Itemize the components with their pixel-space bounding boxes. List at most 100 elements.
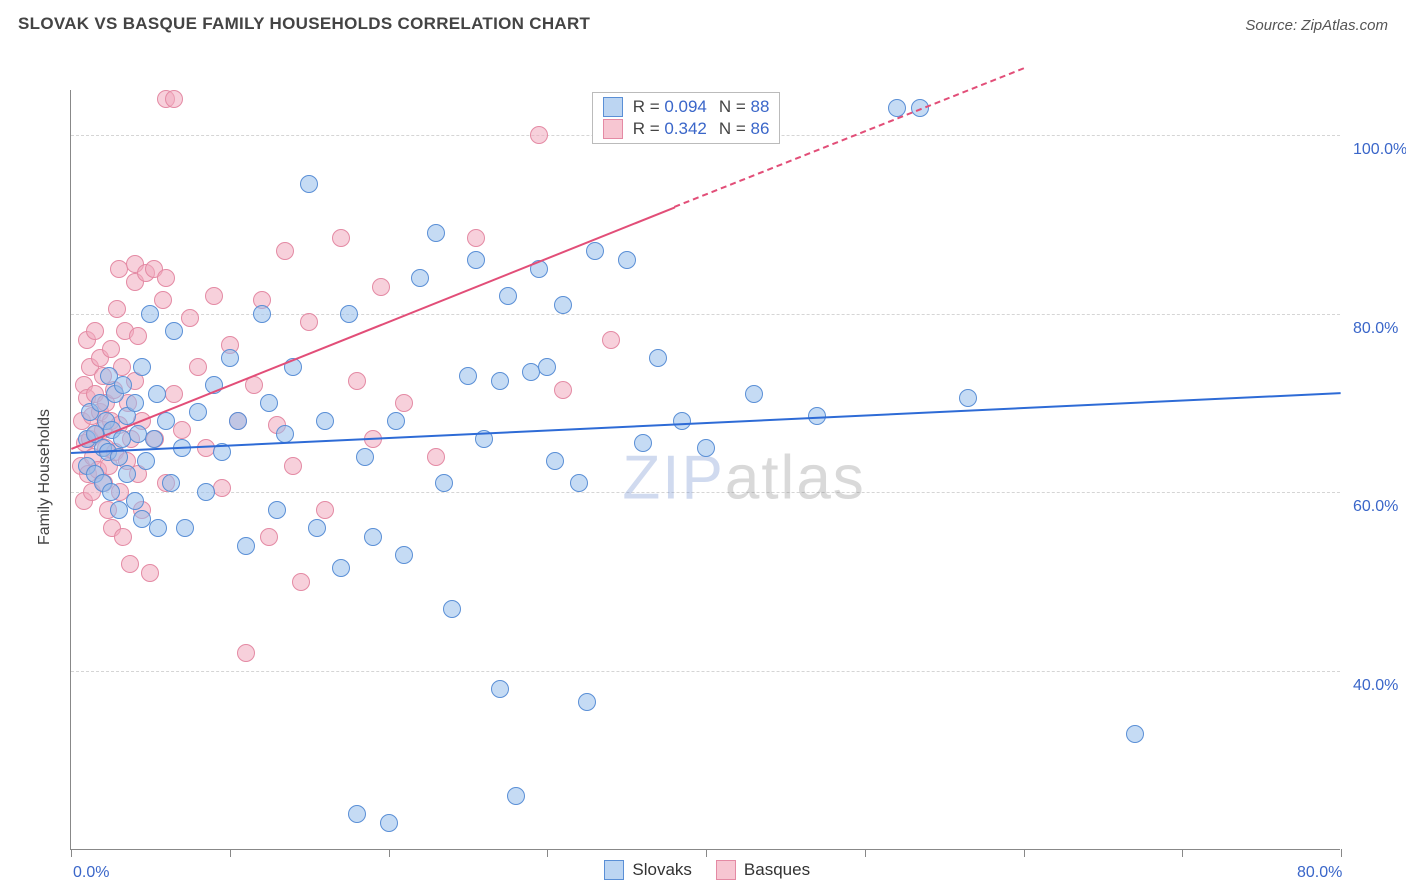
data-point (292, 573, 310, 591)
data-point (205, 287, 223, 305)
y-tick-label: 100.0% (1353, 141, 1406, 159)
data-point (499, 287, 517, 305)
data-point (213, 479, 231, 497)
data-point (435, 474, 453, 492)
data-point (316, 501, 334, 519)
data-point (507, 787, 525, 805)
data-point (229, 412, 247, 430)
data-point (260, 394, 278, 412)
page-title: SLOVAK VS BASQUE FAMILY HOUSEHOLDS CORRE… (18, 14, 590, 34)
data-point (102, 483, 120, 501)
data-point (137, 452, 155, 470)
data-point (189, 358, 207, 376)
data-point (745, 385, 763, 403)
data-point (129, 327, 147, 345)
data-point (276, 425, 294, 443)
trend-line (71, 206, 675, 449)
data-point (284, 457, 302, 475)
x-tick-mark (865, 849, 866, 857)
data-point (372, 278, 390, 296)
source-prefix: Source: (1245, 17, 1301, 34)
data-point (148, 385, 166, 403)
source-name: ZipAtlas.com (1301, 17, 1388, 34)
data-point (348, 805, 366, 823)
data-point (118, 465, 136, 483)
y-tick-label: 80.0% (1353, 320, 1398, 338)
data-point (165, 322, 183, 340)
data-point (340, 305, 358, 323)
source-attribution: Source: ZipAtlas.com (1245, 17, 1388, 34)
data-point (395, 394, 413, 412)
data-point (673, 412, 691, 430)
x-tick-label: 0.0% (73, 864, 109, 882)
data-point (260, 528, 278, 546)
grid-line (71, 492, 1340, 493)
data-point (618, 251, 636, 269)
x-tick-mark (706, 849, 707, 857)
data-point (387, 412, 405, 430)
data-point (102, 340, 120, 358)
data-point (300, 313, 318, 331)
data-point (427, 448, 445, 466)
data-point (316, 412, 334, 430)
data-point (649, 349, 667, 367)
data-point (308, 519, 326, 537)
x-tick-mark (230, 849, 231, 857)
correlation-legend: R = 0.094N = 88R = 0.342N = 86 (592, 92, 781, 144)
data-point (121, 555, 139, 573)
data-point (176, 519, 194, 537)
data-point (86, 322, 104, 340)
data-point (237, 537, 255, 555)
data-point (300, 175, 318, 193)
data-point (546, 452, 564, 470)
legend-swatch (716, 860, 736, 880)
data-point (157, 269, 175, 287)
data-point (126, 492, 144, 510)
series-legend: Slovaks Basques (604, 860, 810, 880)
y-tick-label: 40.0% (1353, 677, 1398, 695)
legend-label: Basques (744, 860, 810, 880)
data-point (364, 528, 382, 546)
legend-swatch (603, 119, 623, 139)
data-point (165, 385, 183, 403)
data-point (467, 251, 485, 269)
x-tick-mark (389, 849, 390, 857)
data-point (578, 693, 596, 711)
data-point (427, 224, 445, 242)
x-tick-mark (547, 849, 548, 857)
data-point (162, 474, 180, 492)
legend-item: Slovaks (604, 860, 692, 880)
x-tick-mark (1341, 849, 1342, 857)
data-point (221, 349, 239, 367)
x-tick-label: 80.0% (1297, 864, 1342, 882)
data-point (395, 546, 413, 564)
data-point (332, 559, 350, 577)
data-point (554, 381, 572, 399)
legend-swatch (603, 97, 623, 117)
data-point (133, 358, 151, 376)
y-axis-label: Family Households (36, 409, 54, 545)
data-point (145, 430, 163, 448)
x-tick-mark (1182, 849, 1183, 857)
data-point (602, 331, 620, 349)
data-point (348, 372, 366, 390)
legend-label: Slovaks (632, 860, 692, 880)
data-point (1126, 725, 1144, 743)
data-point (467, 229, 485, 247)
grid-line (71, 671, 1340, 672)
data-point (114, 376, 132, 394)
watermark: ZIPatlas (622, 442, 865, 513)
data-point (959, 389, 977, 407)
data-point (276, 242, 294, 260)
data-point (491, 372, 509, 390)
data-point (443, 600, 461, 618)
data-point (586, 242, 604, 260)
legend-item: Basques (716, 860, 810, 880)
data-point (554, 296, 572, 314)
data-point (108, 300, 126, 318)
data-point (149, 519, 167, 537)
data-point (268, 501, 286, 519)
data-point (634, 434, 652, 452)
data-point (114, 528, 132, 546)
legend-swatch (604, 860, 624, 880)
